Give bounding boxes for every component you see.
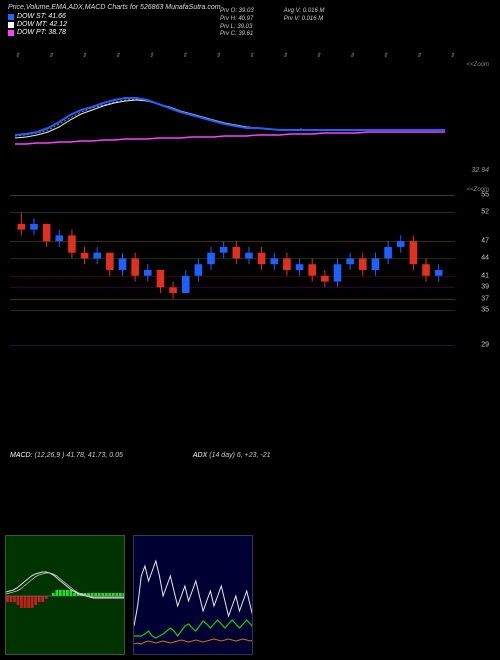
ytick-label: 29 bbox=[481, 342, 489, 349]
ytick-label: 52 bbox=[481, 209, 489, 216]
top-markers: ⇕⇕⇕⇕⇕⇕⇕⇕⇕⇕⇕⇕⇕⇕ bbox=[15, 52, 455, 59]
zoom-label[interactable]: <<Zoom bbox=[467, 62, 489, 68]
macd-panel bbox=[5, 535, 125, 655]
ytick-label: 39 bbox=[481, 284, 489, 291]
ema-price-label: 32.94 bbox=[471, 167, 489, 174]
ytick-label: 35 bbox=[481, 307, 489, 314]
adx-panel bbox=[133, 535, 253, 655]
ema-panel: <<Zoom 32.94 bbox=[5, 70, 495, 170]
ytick-label: 55 bbox=[481, 192, 489, 199]
macd-label: MACD: bbox=[10, 452, 33, 459]
candle-panel: <<Zoom 555247444139373529 bbox=[5, 195, 495, 345]
adx-label: ADX bbox=[193, 452, 207, 459]
ytick-label: 37 bbox=[481, 295, 489, 302]
ytick-label: 44 bbox=[481, 255, 489, 262]
macd-params: (12,26,9 ) 41.78, 41.73, 0.05 bbox=[35, 452, 123, 459]
ytick-label: 47 bbox=[481, 238, 489, 245]
ytick-label: 41 bbox=[481, 272, 489, 279]
info-columns: Prv O: 39.03Prv H: 40.97Prv L: 39.03Prv … bbox=[220, 8, 325, 39]
indicator-labels: MACD: (12,26,9 ) 41.78, 41.73, 0.05 ADX … bbox=[10, 452, 271, 459]
adx-params: (14 day) 6, +23, -21 bbox=[209, 452, 270, 459]
